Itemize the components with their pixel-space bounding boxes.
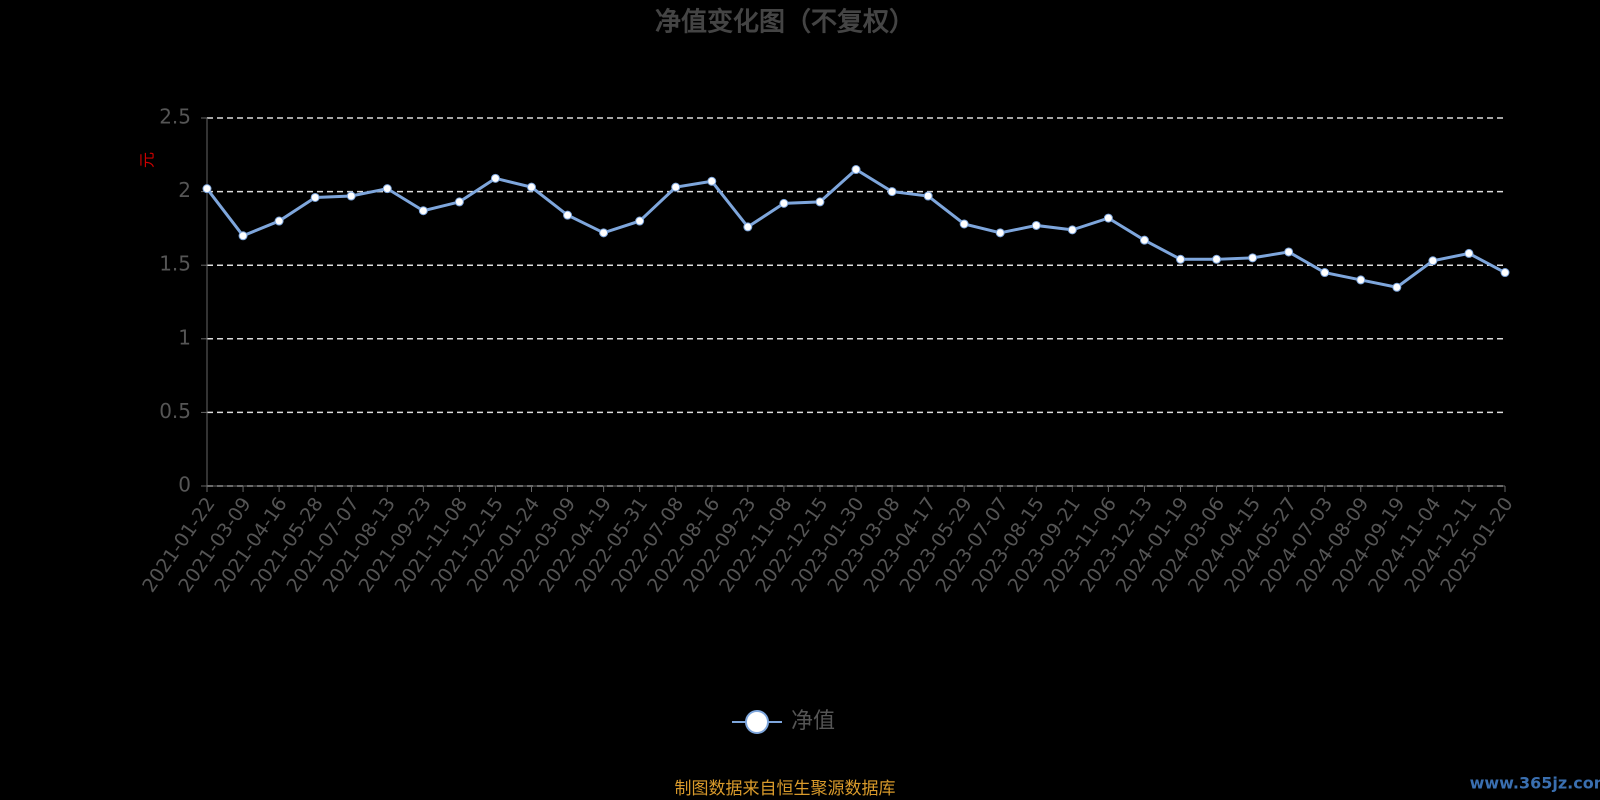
data-point <box>1067 225 1077 235</box>
y-unit: 元 <box>138 152 157 168</box>
data-point <box>1103 213 1113 223</box>
data-point <box>310 192 320 202</box>
data-point <box>418 206 428 216</box>
data-point <box>923 191 933 201</box>
data-point <box>815 197 825 207</box>
data-point <box>1248 253 1258 263</box>
data-point <box>527 182 536 192</box>
data-point <box>490 173 500 183</box>
chart-title: 净值变化图（不复权） <box>655 7 915 38</box>
data-point <box>851 165 861 175</box>
data-point <box>1392 282 1402 292</box>
data-point <box>1176 254 1185 264</box>
data-point <box>779 198 789 208</box>
data-point <box>238 231 248 241</box>
data-point <box>707 176 717 186</box>
y-tick-label: 0 <box>178 473 191 497</box>
watermark: www.365jz.com <box>1470 774 1600 793</box>
data-point <box>1320 268 1330 278</box>
data-point <box>1139 235 1149 245</box>
data-point <box>1464 248 1474 258</box>
data-point <box>346 191 356 201</box>
source-note: 制图数据来自恒生聚源数据库 <box>675 779 896 799</box>
data-point <box>1428 256 1438 266</box>
y-tick-label: 2.5 <box>159 105 191 129</box>
data-point <box>1284 247 1294 257</box>
legend-marker <box>745 710 769 734</box>
data-point <box>599 228 609 238</box>
legend-label: 净值 <box>791 709 835 734</box>
data-point <box>1356 275 1366 285</box>
data-point <box>382 184 392 194</box>
data-point <box>563 210 573 220</box>
data-point <box>202 184 212 194</box>
data-point <box>274 216 284 226</box>
data-point <box>1031 220 1041 230</box>
data-point <box>995 228 1005 238</box>
y-tick-label: 1.5 <box>159 252 191 276</box>
y-tick-label: 2 <box>178 178 191 202</box>
data-point <box>454 197 464 207</box>
y-tick-label: 1 <box>178 325 191 349</box>
data-point <box>887 187 897 197</box>
data-point <box>671 182 681 192</box>
data-point <box>635 216 645 226</box>
data-point <box>1500 268 1510 278</box>
data-point <box>743 222 753 232</box>
data-point <box>959 219 969 229</box>
data-point <box>1212 254 1222 264</box>
y-tick-label: 0.5 <box>159 399 191 423</box>
